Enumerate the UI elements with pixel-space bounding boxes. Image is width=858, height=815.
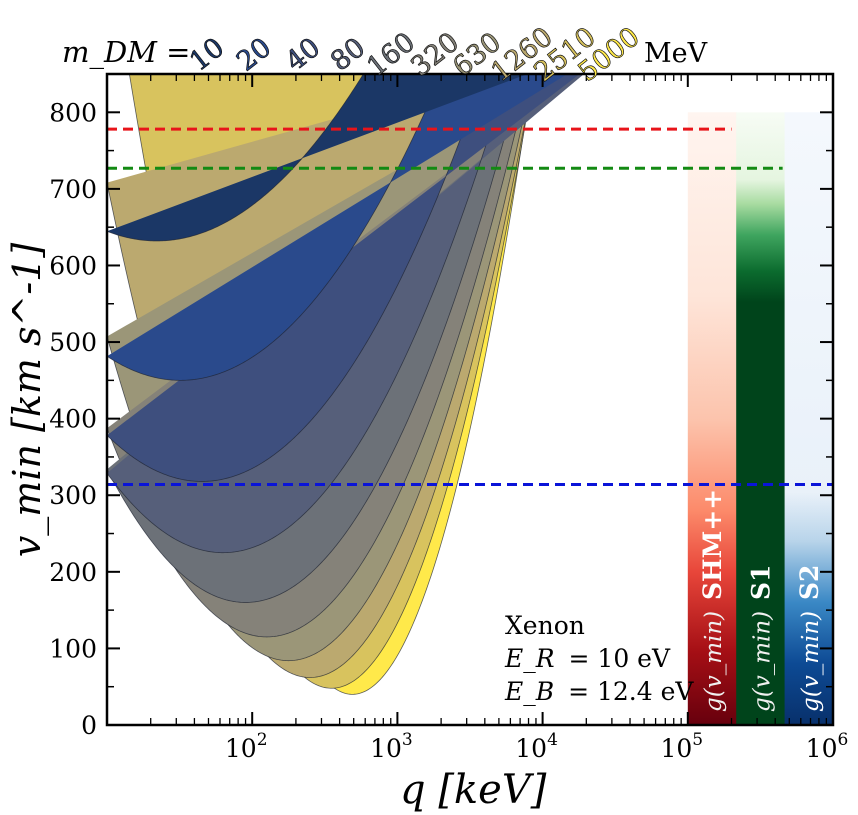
plot-frame	[105, 72, 835, 727]
gvmin-bar-name: SHM++	[698, 489, 727, 600]
x-tick-label: 106	[806, 730, 849, 763]
y-tick-label: 600	[49, 251, 97, 280]
annotation: Xenon E_R = 10 eV E_B = 12.4 eV	[504, 611, 694, 706]
mass-region-40	[107, 74, 580, 482]
x-tick-exp: 5	[692, 730, 703, 750]
annotation-eb-value: = 12.4 eV	[568, 677, 694, 706]
y-tick-label: 300	[49, 481, 97, 510]
x-tick-label: 102	[225, 730, 268, 763]
annotation-eb-symbol: E_B	[504, 677, 554, 706]
y-tick-label: 400	[49, 405, 97, 434]
svg-text:E_B = 12.4 eV: E_B = 12.4 eV	[504, 677, 694, 706]
gvmin-bar-label-text: g(v_min)	[798, 611, 824, 712]
mass-region-20	[107, 74, 568, 381]
gvmin-label-0: g(v_min) SHM++	[698, 489, 727, 712]
gvmin-bar-name: S1	[746, 565, 775, 600]
x-tick-label: 105	[660, 730, 703, 763]
x-tick-base: 10	[806, 734, 838, 763]
mass-unit: MeV	[644, 38, 708, 69]
y-tick-label: 800	[49, 98, 97, 127]
gvmin-label-1: g(v_min) S1	[746, 565, 775, 712]
mass-region-10	[107, 74, 528, 242]
x-tick-exp: 2	[257, 730, 268, 750]
annotation-er-value: = 10 eV	[569, 644, 671, 673]
y-tick-label: 200	[49, 558, 97, 587]
x-tick-base: 10	[660, 734, 692, 763]
x-tick-base: 10	[225, 734, 257, 763]
mass-prefix: m_DM =	[62, 35, 190, 70]
annotation-er-symbol: E_R	[504, 644, 555, 673]
x-tick-base: 10	[370, 734, 402, 763]
x-tick-exp: 6	[837, 730, 848, 750]
x-tick-label: 104	[515, 730, 558, 763]
x-tick-exp: 3	[402, 730, 413, 750]
gvmin-label-2: g(v_min) S2	[795, 565, 824, 712]
gvmin-bars	[687, 112, 834, 725]
gvmin-bar-labels: g(v_min) SHM++ g(v_min) S1 g(v_min) S2	[698, 489, 824, 712]
x-axis-label: q [keV]	[400, 767, 547, 813]
gvmin-bar-name: S2	[795, 565, 824, 600]
x-tick-base: 10	[515, 734, 547, 763]
y-tick-label: 500	[49, 328, 97, 357]
y-tick-label: 700	[49, 175, 97, 204]
x-tick-label: 103	[370, 730, 413, 763]
gvmin-bar-label-text: g(v_min)	[701, 611, 727, 712]
annotation-target: Xenon	[505, 611, 585, 640]
x-tick-exp: 4	[547, 730, 558, 750]
svg-text:E_R = 10 eV: E_R = 10 eV	[504, 644, 671, 673]
escape-velocity-lines	[107, 127, 833, 487]
y-tick-label: 100	[49, 634, 97, 663]
gvmin-bar-0	[687, 112, 737, 725]
gvmin-bar-label-text: g(v_min)	[749, 611, 775, 712]
mass-regions	[107, 74, 584, 695]
y-axis-label: v_min [km s^-1]	[5, 243, 50, 558]
gvmin-bar-1	[736, 112, 786, 725]
y-tick-label: 0	[81, 711, 97, 740]
